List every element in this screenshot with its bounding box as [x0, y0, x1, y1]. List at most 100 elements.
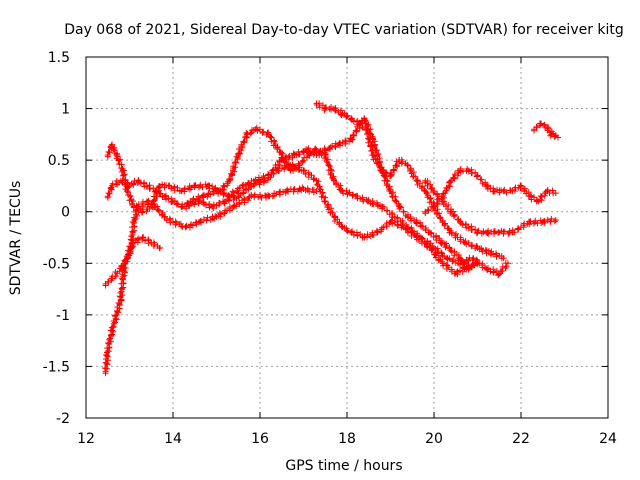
data-point: [431, 188, 437, 195]
data-point: [339, 188, 346, 195]
data-point: [113, 151, 120, 158]
data-point: [330, 213, 337, 220]
y-tick-label: 0: [61, 205, 70, 221]
data-point: [124, 255, 131, 262]
data-point: [439, 219, 446, 226]
axis-ticks: 12 14 16 18 20 22 24 -2 -1.5 -1 -0.5 0 0.5 1 1.5: [43, 50, 617, 447]
data-point: [539, 219, 546, 226]
data-point: [304, 146, 311, 153]
data-point: [274, 167, 281, 174]
data-point: [330, 177, 337, 184]
data-point: [339, 110, 346, 117]
x-axis-label: GPS time / hours: [285, 458, 402, 474]
data-point: [352, 193, 359, 200]
data-point: [283, 188, 290, 195]
x-tick-label: 12: [77, 431, 95, 447]
data-point: [370, 151, 377, 158]
data-point: [126, 182, 133, 189]
data-point: [444, 255, 451, 262]
data-point: [448, 229, 455, 236]
data-point: [348, 229, 355, 236]
data-point: [426, 229, 433, 236]
data-point: [183, 224, 190, 231]
series-track: [313, 100, 507, 262]
data-point: [161, 213, 168, 220]
data-point: [387, 219, 394, 226]
data-point: [278, 151, 285, 158]
data-point: [287, 162, 294, 169]
data-point: [457, 219, 464, 226]
x-tick-label: 24: [599, 431, 617, 447]
data-point: [161, 193, 168, 200]
data-point: [243, 131, 250, 138]
data-point: [391, 213, 398, 220]
data-point: [387, 172, 394, 179]
data-point: [104, 193, 111, 200]
x-tick-label: 22: [512, 431, 530, 447]
data-point: [135, 177, 142, 184]
data-point: [104, 151, 111, 158]
series-track: [422, 177, 559, 237]
data-point: [457, 255, 464, 262]
data-point: [139, 208, 146, 215]
data-point: [265, 131, 272, 138]
data-point: [156, 182, 163, 189]
data-point: [204, 182, 211, 189]
data-point: [230, 203, 237, 210]
data-point: [113, 311, 120, 318]
data-point: [196, 219, 203, 226]
data-point: [474, 172, 481, 179]
data-point: [448, 208, 455, 215]
data-point: [102, 368, 109, 375]
y-tick-label: 1: [61, 102, 70, 118]
data-point: [544, 188, 551, 195]
data-point: [518, 182, 524, 189]
data-point: [509, 229, 516, 236]
data-point: [265, 193, 272, 200]
data-point: [117, 265, 124, 272]
data-point: [470, 255, 477, 262]
data-point: [143, 182, 150, 189]
data-point: [483, 229, 490, 236]
data-point: [313, 177, 320, 184]
data-point: [235, 151, 242, 158]
data-point: [387, 188, 394, 195]
data-point: [109, 327, 116, 334]
data-point: [548, 131, 555, 138]
data-point: [439, 260, 446, 267]
data-point: [213, 213, 220, 220]
data-point: [483, 265, 490, 272]
data-point: [196, 198, 203, 205]
series-track: [531, 120, 561, 141]
data-point: [278, 157, 285, 164]
data-point: [109, 182, 116, 189]
x-tick-label: 18: [338, 431, 356, 447]
data-point: [500, 188, 507, 195]
data-point: [374, 229, 381, 236]
y-tick-label: -1: [56, 308, 70, 324]
series-track: [102, 184, 320, 289]
data-point: [109, 275, 116, 282]
data-point: [378, 167, 385, 174]
data-point: [400, 224, 407, 231]
data-point: [119, 167, 126, 174]
data-point: [518, 224, 524, 231]
data-point: [300, 167, 307, 174]
data-point: [465, 167, 472, 174]
data-point: [509, 188, 516, 195]
data-point: [117, 177, 124, 184]
data-point: [544, 124, 551, 131]
data-point: [104, 347, 111, 354]
data-point: [191, 182, 198, 189]
data-point: [119, 275, 126, 282]
data-point: [252, 126, 259, 133]
data-point: [396, 203, 403, 210]
data-point: [413, 234, 420, 241]
data-point: [365, 198, 372, 205]
data-point: [537, 121, 544, 128]
data-point: [461, 265, 468, 272]
data-marks: [102, 100, 561, 377]
data-point: [165, 182, 172, 189]
data-point: [413, 177, 420, 184]
